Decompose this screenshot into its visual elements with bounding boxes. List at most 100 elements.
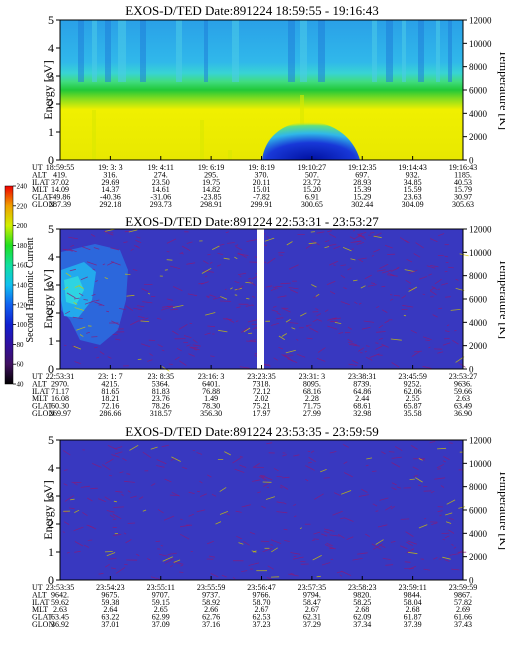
ephemeris-value: 36.90: [454, 409, 472, 418]
ephemeris-value: 4215.: [101, 379, 119, 388]
noise-mark: [74, 307, 85, 311]
noise-mark: [400, 545, 408, 550]
ephemeris-value: 23:53:35: [46, 583, 74, 592]
noise-mark: [434, 477, 446, 480]
noise-mark: [306, 324, 312, 326]
noise-mark: [114, 446, 123, 450]
noise-mark: [444, 535, 450, 539]
noise-mark: [90, 487, 98, 490]
noise-mark: [86, 331, 90, 334]
noise-mark: [375, 342, 379, 344]
noise-mark: [218, 243, 225, 246]
noise-mark: [68, 236, 79, 240]
noise-mark: [357, 233, 365, 238]
noise-mark: [66, 552, 70, 554]
colorbar-tick-label: 40: [17, 381, 25, 389]
ephemeris-value: 9794.: [303, 590, 321, 599]
noise-mark: [315, 293, 320, 297]
ephemeris-value: 19: 6:19: [198, 163, 224, 172]
noise-mark: [136, 236, 141, 239]
ephemeris-value: 62.06: [404, 387, 422, 396]
noise-mark: [305, 465, 315, 471]
ephemeris-value: 23:59:11: [399, 583, 427, 592]
noise-mark: [415, 477, 423, 483]
noise-mark: [224, 451, 231, 456]
noise-mark: [441, 532, 450, 534]
noise-mark: [444, 255, 449, 258]
noise-mark: [114, 451, 123, 455]
noise-mark: [223, 257, 230, 260]
noise-mark: [110, 567, 116, 570]
noise-mark: [346, 536, 354, 540]
noise-mark: [169, 265, 181, 270]
noise-mark: [425, 339, 430, 342]
noise-mark: [281, 307, 291, 313]
noise-mark: [147, 359, 153, 362]
colorbar-label: Second Harmonic Current: [25, 237, 36, 342]
noise-mark: [82, 511, 88, 517]
panel2-data-gap: [257, 229, 264, 369]
panel1-background: [60, 20, 463, 160]
ephemeris-value: 697.: [355, 170, 369, 179]
noise-mark: [277, 295, 287, 298]
ephemeris-value: 37.43: [454, 620, 472, 629]
panel2-title: EXOS-D/TED Date:891224 22:53:31 - 23:53:…: [125, 214, 379, 229]
noise-mark: [437, 467, 441, 470]
noise-mark: [253, 550, 257, 553]
noise-mark: [326, 542, 333, 547]
noise-mark: [290, 552, 301, 555]
noise-mark: [156, 465, 165, 468]
noise-mark: [293, 515, 297, 518]
noise-mark: [196, 509, 206, 513]
noise-mark: [377, 524, 388, 528]
ephemeris-row-label: ALT: [32, 590, 47, 599]
y-tick-label: 2: [48, 517, 54, 531]
noise-mark: [105, 458, 114, 464]
ephemeris-value: 9766.: [253, 590, 271, 599]
panel3-axes: 0 1 2 3 4 5 0 2000 4000 6000 8000 10000 12000 Energy …: [41, 433, 505, 587]
ephemeris-value: 18:59:55: [46, 163, 74, 172]
noise-mark: [358, 302, 362, 305]
noise-mark: [230, 287, 233, 290]
noise-mark: [200, 281, 209, 285]
noise-mark: [123, 241, 128, 243]
ephemeris-value: 23.76: [152, 394, 170, 403]
noise-mark: [282, 454, 287, 457]
noise-mark: [369, 353, 380, 358]
ephemeris-value: 32.98: [353, 409, 371, 418]
noise-mark: [402, 304, 414, 308]
panel1-axes: 0 1 2 3 4 5 0 2000 4000 6000 8000 10000 12000 Energy …: [41, 13, 505, 167]
ephemeris-value: 68.61: [353, 402, 371, 411]
noise-mark: [316, 575, 321, 578]
noise-mark: [448, 529, 455, 534]
noise-mark: [202, 260, 209, 265]
noise-mark: [446, 499, 456, 505]
noise-mark: [265, 496, 276, 500]
noise-mark: [410, 329, 418, 334]
noise-mark: [219, 487, 227, 492]
noise-mark: [161, 306, 172, 311]
noise-mark: [156, 459, 167, 465]
ephemeris-value: 71.17: [51, 387, 69, 396]
noise-mark: [438, 558, 442, 560]
noise-mark: [257, 491, 261, 494]
noise-mark: [357, 552, 368, 555]
noise-mark: [63, 286, 69, 291]
noise-mark: [340, 301, 350, 306]
ephemeris-value: 62.76: [202, 613, 220, 622]
noise-mark: [437, 447, 447, 450]
noise-mark: [248, 562, 260, 566]
noise-mark: [87, 497, 93, 502]
noise-mark: [70, 244, 75, 247]
noise-mark: [326, 280, 336, 286]
noise-mark: [278, 335, 285, 340]
noise-mark: [151, 483, 156, 486]
noise-mark: [343, 472, 353, 478]
noise-mark: [365, 356, 373, 361]
panel1-streak: [92, 110, 96, 160]
noise-mark: [285, 318, 291, 323]
noise-mark: [385, 564, 394, 566]
ephemeris-value: 15.79: [454, 185, 472, 194]
ephemeris-value: 62.99: [152, 613, 170, 622]
noise-mark: [193, 348, 197, 351]
